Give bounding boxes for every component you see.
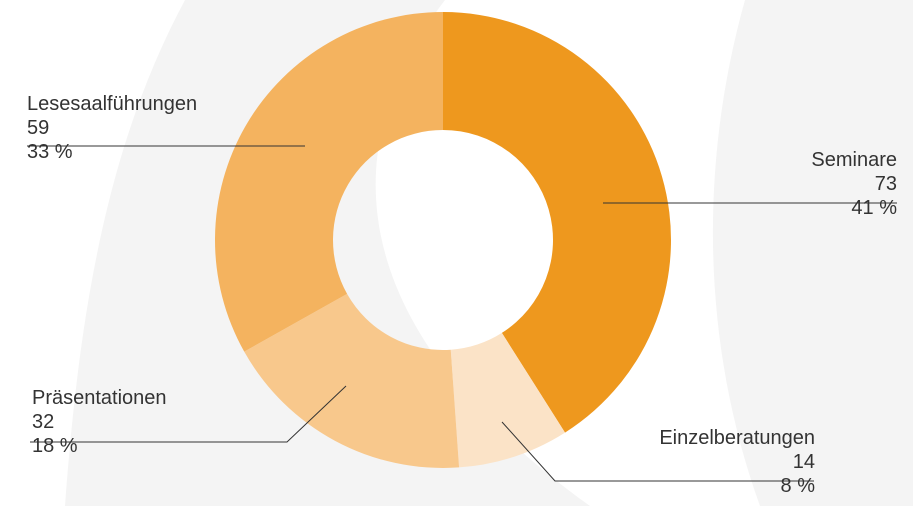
slice-label-seminare: Seminare [811, 149, 897, 171]
donut-slice-0 [443, 12, 671, 433]
leader-lines [27, 145, 897, 482]
leader-line-praesentationen [30, 385, 347, 443]
slice-value-lesesaalfuehrungen: 59 [27, 117, 50, 139]
slice-percent-seminare: 41 % [851, 197, 897, 219]
slice-value-praesentationen: 32 [32, 411, 55, 433]
label-praesentationen: Präsentationen 32 18 % [32, 386, 167, 458]
slice-percent-lesesaalfuehrungen: 33 % [27, 141, 73, 163]
slice-label-lesesaalfuehrungen: Lesesaalführungen [27, 93, 198, 115]
background-shape-right [712, 0, 913, 506]
slice-value-einzelberatungen: 14 [792, 451, 815, 473]
slice-percent-einzelberatungen: 8 % [780, 475, 815, 497]
slice-value-seminare: 73 [874, 173, 897, 195]
label-einzelberatungen: Einzelberatungen 14 8 % [659, 426, 815, 498]
donut-slices [215, 12, 671, 468]
donut-slice-3 [215, 12, 443, 352]
leader-line-einzelberatungen [501, 421, 814, 482]
donut-slice-2 [244, 293, 460, 468]
slice-label-einzelberatungen: Einzelberatungen [659, 427, 815, 449]
slice-label-praesentationen: Präsentationen [32, 387, 167, 409]
donut-slice-1 [450, 332, 566, 468]
slice-percent-praesentationen: 18 % [32, 435, 78, 457]
label-seminare: Seminare 73 41 % [811, 148, 897, 220]
label-lesesaalfuehrungen: Lesesaalführungen 59 33 % [27, 92, 197, 164]
